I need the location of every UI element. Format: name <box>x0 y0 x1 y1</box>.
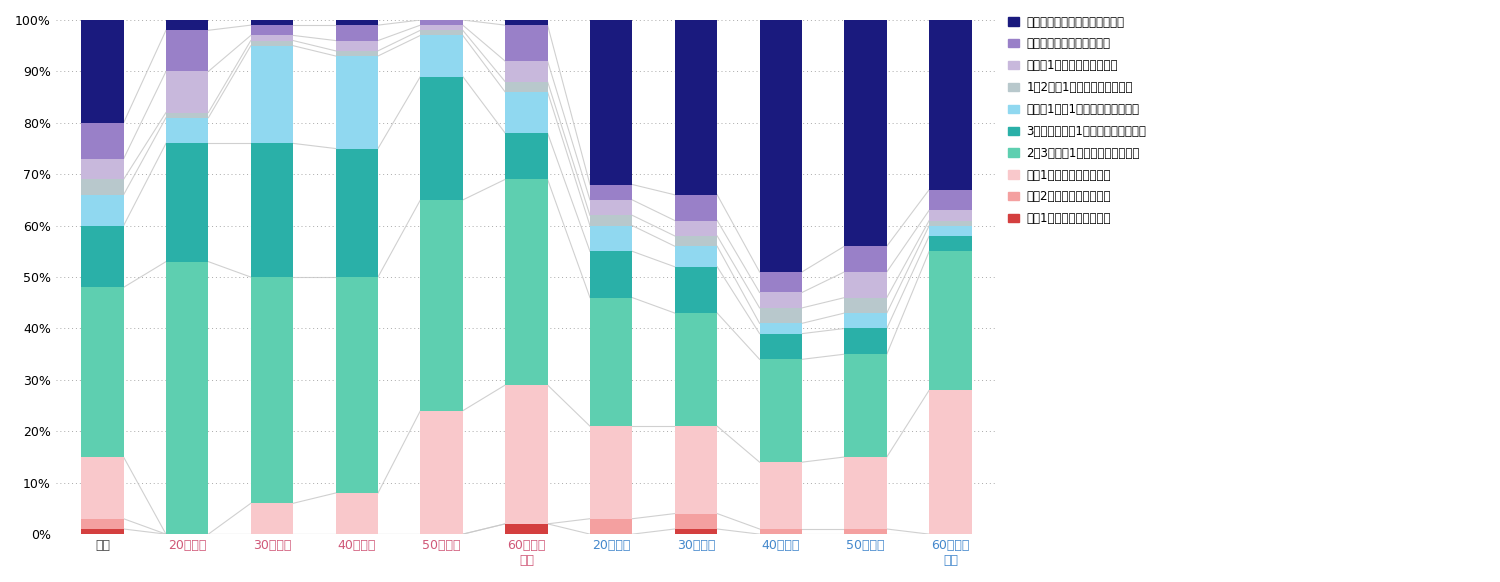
Legend: まだ一度も利用したことがない, かつて利用したことがある, 数年に1回程度の利用頻度だ, 1～2年に1回程度利用している, 半年～1年に1回程度利用している, : まだ一度も利用したことがない, かつて利用したことがある, 数年に1回程度の利用… <box>1008 16 1146 225</box>
Bar <box>675 246 717 267</box>
Bar <box>675 513 717 529</box>
Bar <box>336 51 378 56</box>
Bar <box>759 529 802 534</box>
Bar <box>928 236 972 251</box>
Bar <box>420 200 464 411</box>
Bar <box>506 524 548 534</box>
Bar <box>420 25 464 30</box>
Bar <box>166 143 208 262</box>
Bar <box>590 226 633 251</box>
Bar <box>844 313 886 328</box>
Bar <box>844 457 886 529</box>
Bar <box>251 277 292 503</box>
Bar <box>590 215 633 226</box>
Bar <box>166 112 208 118</box>
Bar <box>251 20 292 25</box>
Bar <box>590 519 633 534</box>
Bar <box>336 148 378 277</box>
Bar <box>166 118 208 143</box>
Bar <box>675 529 717 534</box>
Bar <box>81 529 123 534</box>
Bar <box>420 20 464 25</box>
Bar <box>590 297 633 426</box>
Bar <box>759 324 802 333</box>
Bar <box>928 221 972 226</box>
Bar <box>81 159 123 179</box>
Bar <box>928 190 972 210</box>
Bar <box>81 20 123 123</box>
Bar <box>336 20 378 25</box>
Bar <box>336 277 378 493</box>
Bar <box>928 226 972 236</box>
Bar <box>759 272 802 293</box>
Bar <box>759 462 802 529</box>
Bar <box>81 288 123 457</box>
Bar <box>506 25 548 61</box>
Bar <box>506 385 548 524</box>
Bar <box>420 77 464 200</box>
Bar <box>844 354 886 457</box>
Bar <box>590 251 633 297</box>
Bar <box>166 30 208 72</box>
Bar <box>590 184 633 200</box>
Bar <box>506 179 548 385</box>
Bar <box>251 25 292 36</box>
Bar <box>336 493 378 534</box>
Bar <box>759 333 802 359</box>
Bar <box>336 41 378 51</box>
Bar <box>336 25 378 41</box>
Bar <box>844 272 886 297</box>
Bar <box>759 293 802 308</box>
Bar <box>928 20 972 190</box>
Bar <box>420 411 464 534</box>
Bar <box>928 251 972 390</box>
Bar <box>675 20 717 195</box>
Bar <box>675 426 717 513</box>
Bar <box>166 20 208 30</box>
Bar <box>506 92 548 133</box>
Bar <box>928 210 972 221</box>
Bar <box>506 61 548 81</box>
Bar <box>844 297 886 313</box>
Bar <box>506 81 548 92</box>
Bar <box>844 529 886 534</box>
Bar <box>81 519 123 529</box>
Bar <box>81 179 123 195</box>
Bar <box>675 236 717 246</box>
Bar <box>166 72 208 112</box>
Bar <box>251 46 292 143</box>
Bar <box>166 262 208 534</box>
Bar <box>81 195 123 226</box>
Bar <box>506 20 548 25</box>
Bar <box>759 308 802 324</box>
Bar <box>81 457 123 519</box>
Bar <box>81 226 123 288</box>
Bar <box>251 503 292 534</box>
Bar <box>675 221 717 236</box>
Bar <box>928 390 972 534</box>
Bar <box>420 30 464 36</box>
Bar <box>590 20 633 184</box>
Bar <box>759 20 802 272</box>
Bar <box>506 133 548 179</box>
Bar <box>251 36 292 41</box>
Bar <box>675 267 717 313</box>
Bar <box>590 426 633 519</box>
Bar <box>336 56 378 148</box>
Bar <box>844 20 886 246</box>
Bar <box>420 36 464 77</box>
Bar <box>251 143 292 277</box>
Bar <box>675 313 717 426</box>
Bar <box>675 195 717 221</box>
Bar <box>81 123 123 159</box>
Bar <box>251 41 292 46</box>
Bar <box>844 246 886 272</box>
Bar <box>844 328 886 354</box>
Bar <box>590 200 633 215</box>
Bar <box>759 359 802 462</box>
